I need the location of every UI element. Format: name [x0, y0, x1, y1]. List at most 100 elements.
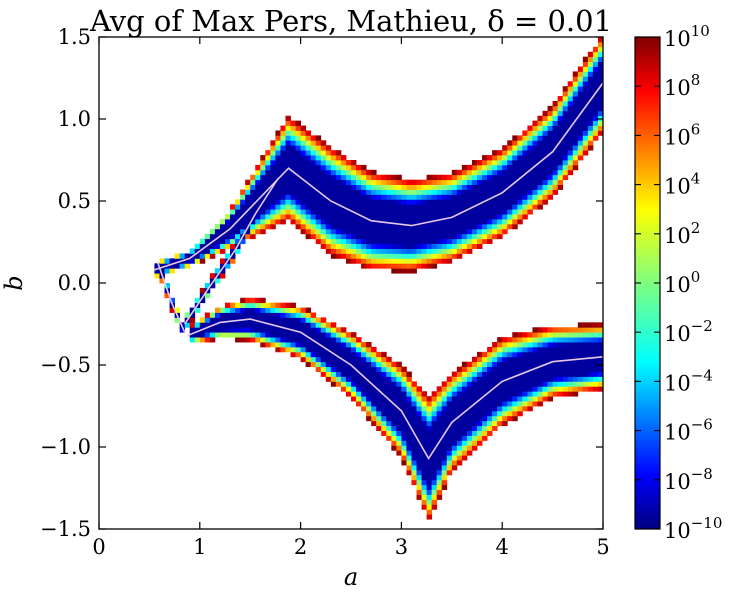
heatmap-cell — [366, 391, 372, 397]
heatmap-cell — [426, 420, 433, 427]
heatmap-cell — [376, 381, 382, 387]
heatmap-cell — [577, 366, 584, 372]
heatmap-cell — [482, 219, 488, 225]
heatmap-cell — [376, 233, 382, 240]
heatmap-cell — [477, 219, 483, 225]
heatmap-cell — [396, 204, 402, 210]
heatmap-cell — [320, 169, 327, 176]
heatmap-cell — [335, 337, 342, 343]
heatmap-cell — [345, 243, 352, 249]
heatmap-cell — [406, 243, 412, 249]
heatmap-cell — [361, 238, 367, 245]
heatmap-cell — [275, 322, 281, 328]
heatmap-cell — [310, 317, 317, 323]
heatmap-cell — [562, 100, 569, 107]
heatmap-cell — [482, 184, 488, 190]
heatmap-cell — [532, 145, 538, 151]
heatmap-cell — [547, 160, 553, 166]
heatmap-cell — [552, 351, 559, 358]
heatmap-cell — [265, 179, 271, 185]
heatmap-cell — [290, 145, 296, 151]
heatmap-cell — [572, 386, 579, 392]
heatmap-cell — [351, 194, 357, 200]
heatmap-cell — [512, 406, 518, 412]
heatmap-cell — [572, 100, 579, 107]
heatmap-cell — [396, 440, 402, 446]
heatmap-cell — [577, 351, 584, 358]
heatmap-cell — [280, 135, 286, 141]
heatmap-cell — [351, 219, 357, 225]
heatmap-cell — [482, 209, 488, 215]
heatmap-cell — [512, 164, 518, 171]
heatmap-cell — [557, 351, 564, 358]
heatmap-cell — [582, 342, 589, 348]
heatmap-cell — [577, 332, 584, 338]
heatmap-cell — [345, 238, 352, 245]
heatmap-cell — [260, 223, 266, 230]
heatmap-cell — [381, 179, 387, 185]
heatmap-cell — [482, 420, 488, 427]
heatmap-cell — [597, 100, 603, 107]
heatmap-cell — [517, 164, 523, 171]
heatmap-cell — [219, 263, 226, 269]
heatmap-cell — [592, 371, 599, 377]
heatmap-cell — [391, 184, 397, 190]
heatmap-cell — [461, 396, 468, 402]
heatmap-cell — [421, 406, 427, 412]
heatmap-cell — [461, 194, 468, 200]
heatmap-cell — [451, 248, 458, 254]
heatmap-cell — [250, 307, 256, 313]
heatmap-cell — [209, 327, 216, 333]
heatmap-cell — [356, 184, 362, 190]
heatmap-cell — [406, 386, 412, 392]
heatmap-cell — [436, 469, 443, 476]
heatmap-cell — [381, 410, 387, 417]
heatmap-cell — [532, 169, 538, 176]
heatmap-cell — [512, 371, 518, 377]
heatmap-cell — [577, 145, 584, 151]
heatmap-cell — [597, 356, 603, 363]
heatmap-cell — [527, 366, 533, 372]
heatmap-cell — [406, 450, 412, 456]
heatmap-cell — [295, 145, 301, 151]
heatmap-cell — [552, 371, 559, 377]
heatmap-cell — [300, 322, 307, 328]
heatmap-cell — [371, 194, 377, 200]
heatmap-cell — [477, 228, 483, 235]
heatmap-cell — [431, 391, 438, 397]
heatmap-cell — [335, 233, 342, 240]
heatmap-cell — [245, 233, 251, 240]
heatmap-cell — [421, 479, 427, 486]
heatmap-cell — [305, 169, 312, 176]
heatmap-cell — [240, 199, 246, 205]
heatmap-cell — [517, 401, 523, 407]
heatmap-cell — [527, 189, 533, 195]
heatmap-cell — [512, 174, 518, 181]
heatmap-cell — [300, 145, 307, 151]
heatmap-cell — [295, 351, 301, 358]
heatmap-cell — [582, 366, 589, 372]
heatmap-cell — [411, 415, 417, 422]
heatmap-cell — [572, 76, 579, 82]
heatmap-cell — [305, 223, 312, 230]
heatmap-cell — [492, 391, 498, 397]
heatmap-cell — [199, 287, 206, 294]
heatmap-cell — [502, 223, 508, 230]
heatmap-cell — [537, 145, 543, 151]
heatmap-cell — [260, 204, 266, 210]
heatmap-cell — [436, 450, 443, 456]
heatmap-cell — [592, 105, 599, 112]
heatmap-cell — [592, 342, 599, 348]
heatmap-cell — [441, 228, 448, 235]
heatmap-cell — [446, 214, 453, 220]
heatmap-cell — [285, 194, 291, 200]
heatmap-cell — [562, 356, 569, 363]
heatmap-cell — [562, 332, 569, 338]
heatmap-cell — [557, 115, 564, 122]
heatmap-cell — [436, 258, 443, 264]
heatmap-cell — [471, 371, 478, 377]
heatmap-cell — [492, 371, 498, 377]
heatmap-cell — [230, 204, 236, 210]
heatmap-cell — [426, 465, 433, 471]
heatmap-cell — [537, 381, 543, 387]
